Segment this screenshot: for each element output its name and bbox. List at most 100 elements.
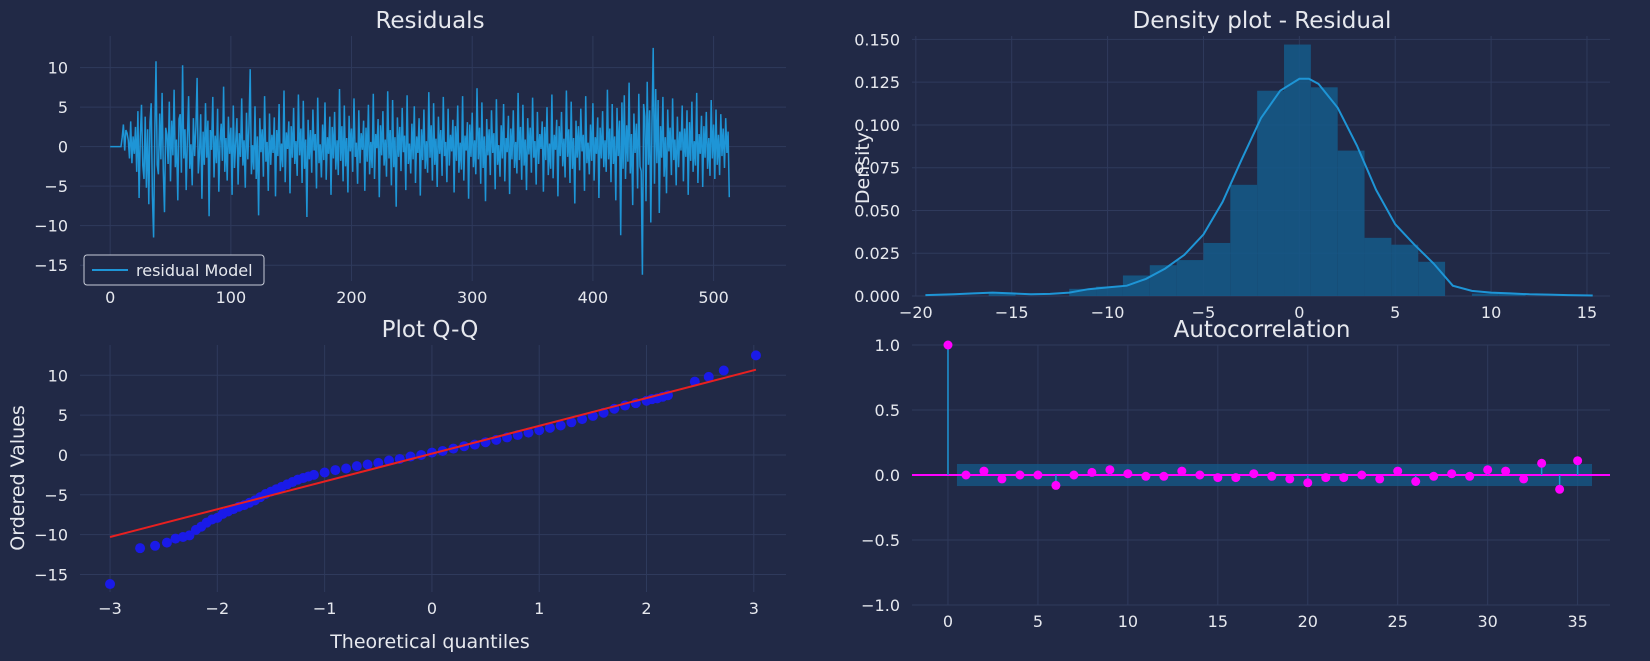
density-ytick-5: 0.125 bbox=[854, 73, 900, 92]
qq-point-53 bbox=[566, 417, 577, 428]
qq-point-31 bbox=[330, 465, 341, 476]
density-xtick-7: 15 bbox=[1577, 303, 1597, 322]
density-bar-11 bbox=[1284, 44, 1311, 297]
qq-point-30 bbox=[319, 467, 330, 478]
residuals-xtick-2: 200 bbox=[336, 288, 367, 307]
qq-ytick-0: −15 bbox=[34, 565, 68, 584]
acf-xtick-2: 10 bbox=[1118, 612, 1138, 631]
residuals-ytick-0: −15 bbox=[34, 256, 68, 275]
acf-ytick-1: −0.5 bbox=[861, 531, 900, 550]
acf-marker-26 bbox=[1411, 477, 1421, 486]
qq-point-52 bbox=[555, 420, 566, 431]
acf-marker-25 bbox=[1393, 466, 1403, 476]
qq-point-29 bbox=[308, 469, 319, 480]
residuals-xtick-1: 100 bbox=[216, 288, 247, 307]
density-bar-15 bbox=[1391, 244, 1419, 296]
acf-marker-8 bbox=[1087, 467, 1097, 477]
qq-point-50 bbox=[534, 425, 545, 436]
density-bar-10 bbox=[1257, 90, 1285, 296]
residuals-title: Residuals bbox=[375, 8, 484, 34]
residuals-xtick-3: 300 bbox=[457, 288, 488, 307]
qq-point-32 bbox=[341, 463, 352, 474]
qq-point-3 bbox=[161, 537, 172, 548]
qq-point-68 bbox=[750, 350, 761, 361]
density-bar-9 bbox=[1230, 184, 1258, 296]
density-bar-8 bbox=[1203, 242, 1231, 296]
density-ytick-6: 0.150 bbox=[854, 30, 900, 49]
acf-marker-7 bbox=[1069, 470, 1079, 480]
qq-ytick-4: 5 bbox=[58, 406, 68, 425]
qq-ytick-1: −10 bbox=[34, 526, 68, 545]
acf-ytick-4: 1.0 bbox=[875, 336, 900, 355]
acf-xtick-4: 20 bbox=[1298, 612, 1318, 631]
acf-marker-4 bbox=[1015, 470, 1025, 480]
density-xtick-4: 0 bbox=[1294, 303, 1304, 322]
acf-marker-33 bbox=[1537, 458, 1547, 468]
acf-marker-22 bbox=[1339, 473, 1349, 483]
qq-point-33 bbox=[351, 461, 362, 472]
qq-point-51 bbox=[544, 422, 555, 433]
acf-xtick-0: 0 bbox=[943, 612, 953, 631]
density-bar-13 bbox=[1337, 150, 1365, 296]
acf-ytick-0: −1.0 bbox=[861, 596, 900, 615]
density-ylabel: Density bbox=[852, 132, 874, 204]
acf-marker-10 bbox=[1123, 469, 1133, 479]
qq-ytick-2: −5 bbox=[44, 486, 68, 505]
acf-title: Autocorrelation bbox=[1174, 317, 1351, 343]
density-ytick-2: 0.050 bbox=[854, 201, 900, 220]
qq-point-66 bbox=[703, 371, 714, 382]
acf-ytick-3: 0.5 bbox=[875, 401, 900, 420]
density-ytick-3: 0.075 bbox=[854, 159, 900, 178]
qq-xtick-4: 1 bbox=[534, 599, 544, 618]
qq-xtick-0: −3 bbox=[98, 599, 122, 618]
density-bar-16 bbox=[1418, 261, 1446, 296]
acf-marker-15 bbox=[1213, 473, 1223, 483]
acf-marker-11 bbox=[1141, 471, 1151, 481]
acf-marker-16 bbox=[1231, 473, 1241, 483]
qq-point-36 bbox=[384, 455, 395, 466]
qq-panel: Plot Q-Q Theoretical quantiles Ordered V… bbox=[7, 317, 786, 653]
qq-point-34 bbox=[362, 459, 373, 470]
acf-marker-6 bbox=[1051, 480, 1061, 490]
residuals-ytick-1: −10 bbox=[34, 217, 68, 236]
acf-marker-34 bbox=[1555, 484, 1565, 494]
density-xtick-6: 10 bbox=[1481, 303, 1501, 322]
acf-marker-18 bbox=[1267, 471, 1277, 481]
residuals-xtick-0: 0 bbox=[105, 288, 115, 307]
acf-marker-23 bbox=[1357, 470, 1367, 480]
acf-marker-9 bbox=[1105, 465, 1115, 475]
residuals-ytick-5: 10 bbox=[48, 59, 68, 78]
density-bar-0 bbox=[988, 293, 1016, 296]
density-bar-3 bbox=[1069, 288, 1097, 296]
qq-point-1 bbox=[135, 543, 146, 554]
acf-xtick-1: 5 bbox=[1033, 612, 1043, 631]
qq-ytick-3: 0 bbox=[58, 446, 68, 465]
residuals-legend: residual Model bbox=[83, 254, 265, 286]
acf-marker-12 bbox=[1159, 471, 1169, 481]
density-bar-4 bbox=[1096, 286, 1123, 296]
qq-xlabel: Theoretical quantiles bbox=[329, 631, 530, 653]
residuals-series-line bbox=[110, 47, 731, 275]
acf-marker-35 bbox=[1573, 456, 1583, 466]
qq-title: Plot Q-Q bbox=[382, 317, 479, 343]
qq-ylabel: Ordered Values bbox=[7, 405, 29, 550]
acf-marker-30 bbox=[1483, 465, 1493, 475]
qq-point-2 bbox=[150, 540, 161, 551]
acf-xtick-3: 15 bbox=[1208, 612, 1228, 631]
acf-marker-13 bbox=[1177, 466, 1187, 476]
density-xtick-5: 5 bbox=[1390, 303, 1400, 322]
qq-point-4 bbox=[170, 533, 181, 544]
residuals-ytick-3: 0 bbox=[58, 138, 68, 157]
density-ytick-0: 0.000 bbox=[854, 287, 900, 306]
acf-marker-2 bbox=[979, 466, 989, 476]
qq-ytick-5: 10 bbox=[48, 366, 68, 385]
qq-point-67 bbox=[718, 365, 729, 376]
acf-ytick-2: 0.0 bbox=[875, 466, 900, 485]
density-xtick-0: −20 bbox=[899, 303, 933, 322]
qq-xtick-2: −1 bbox=[313, 599, 337, 618]
qq-point-0 bbox=[105, 579, 116, 590]
acf-marker-20 bbox=[1303, 478, 1313, 488]
acf-marker-32 bbox=[1519, 474, 1529, 484]
